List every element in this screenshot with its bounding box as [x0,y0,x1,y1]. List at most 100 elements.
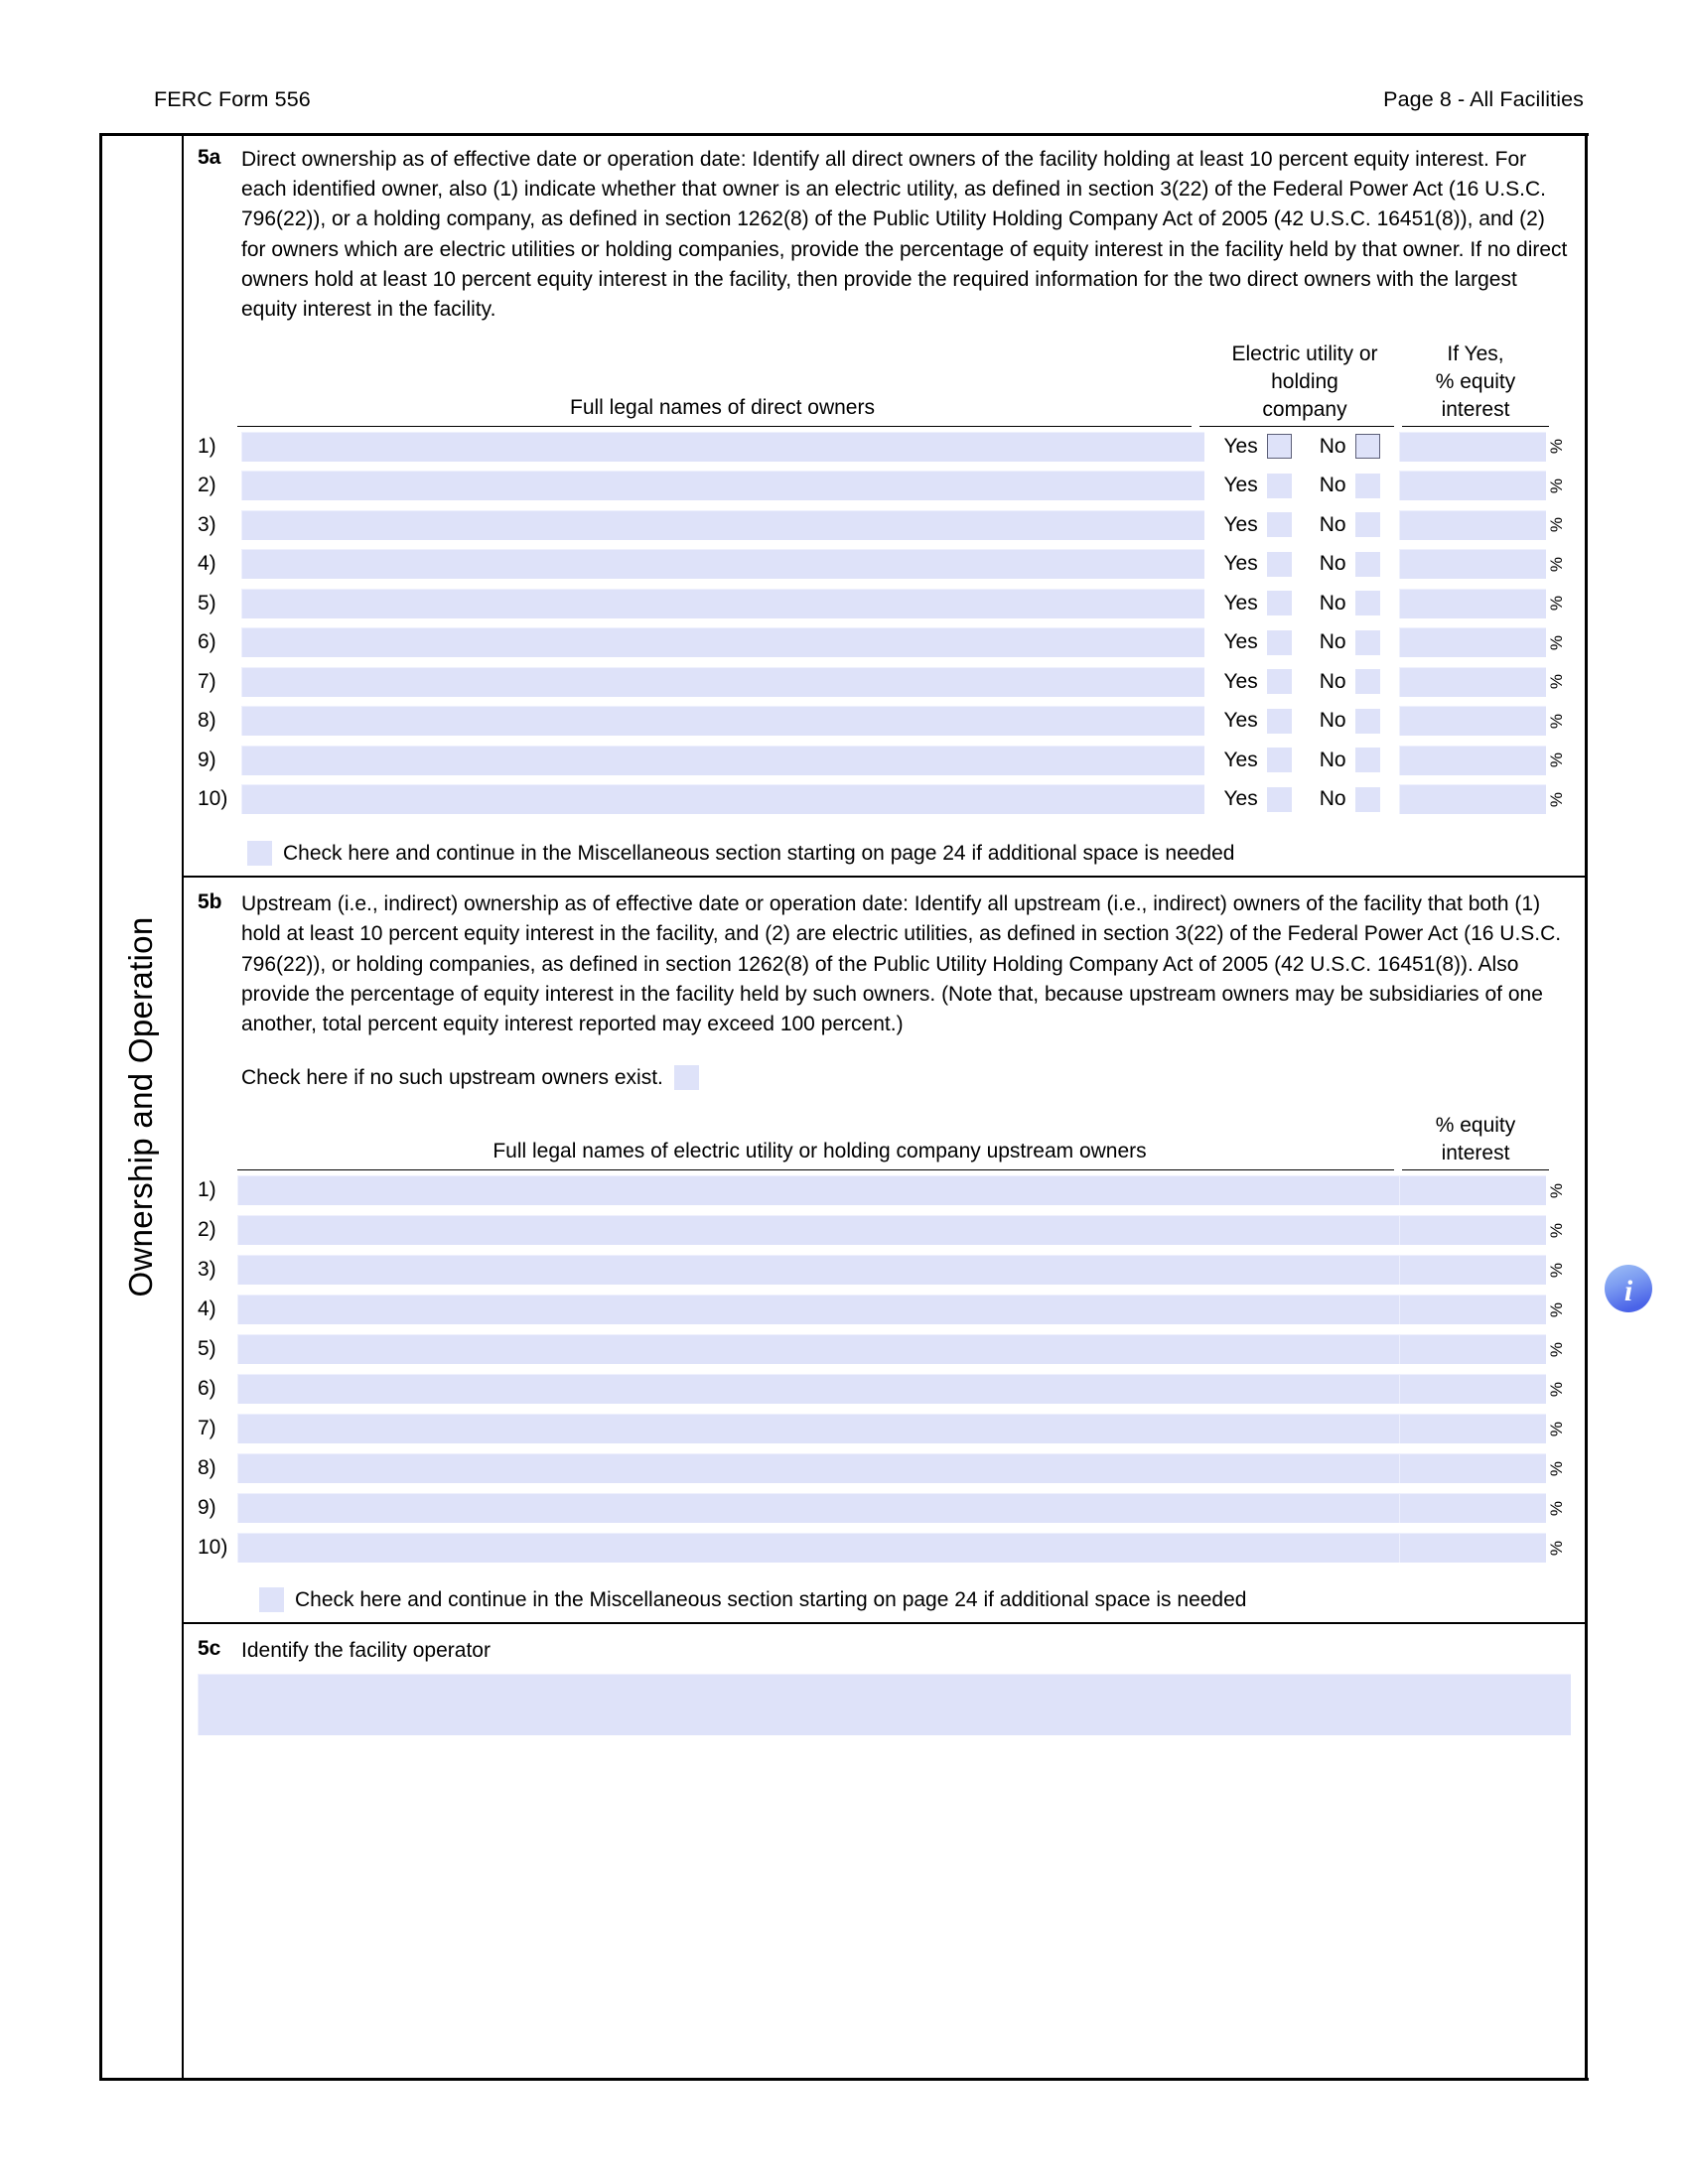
percent-symbol: % [1547,1381,1567,1397]
upstream-owner-name-input[interactable] [237,1215,1399,1246]
direct-owners-continue-checkbox[interactable] [247,841,272,867]
upstream-owner-name-input[interactable] [237,1374,1399,1405]
direct-owner-name-input[interactable] [241,509,1204,540]
direct-owner-row-number: 6) [198,630,216,654]
direct-owner-name-input[interactable] [241,666,1204,697]
percent-symbol: % [1547,1182,1567,1198]
direct-owner-no-checkbox[interactable] [1354,434,1380,460]
upstream-owner-equity-input[interactable] [1399,1175,1546,1206]
yes-label: Yes [1223,709,1258,733]
direct-owner-name-input[interactable] [241,706,1204,737]
question-5b-text: Upstream (i.e., indirect) ownership as o… [241,892,1562,1036]
upstream-owners-table: Full legal names of electric utility or … [198,1112,1571,1568]
direct-owner-no-checkbox[interactable] [1354,629,1380,655]
direct-owner-equity-input[interactable] [1399,509,1546,540]
direct-owner-yes-checkbox[interactable] [1266,551,1292,577]
yes-label: Yes [1223,748,1258,771]
direct-owner-no-checkbox[interactable] [1354,551,1380,577]
upstream-owner-name-input[interactable] [237,1295,1399,1325]
direct-owner-equity-input[interactable] [1399,588,1546,618]
percent-symbol: % [1547,674,1567,690]
direct-owner-equity-input[interactable] [1399,627,1546,658]
upstream-owner-equity-input[interactable] [1399,1414,1546,1444]
upstream-owner-equity-input[interactable] [1399,1453,1546,1484]
direct-owner-name-input[interactable] [241,588,1204,618]
upstream-owner-row: 8)% [198,1448,1571,1488]
upstream-owners-continue-checkbox[interactable] [259,1587,284,1613]
facility-operator-input[interactable] [198,1674,1571,1736]
info-icon[interactable]: i [1601,1261,1656,1316]
direct-owner-equity-input[interactable] [1399,706,1546,737]
direct-owner-name-input[interactable] [241,627,1204,658]
direct-owner-yes-checkbox[interactable] [1266,434,1292,460]
upstream-owner-equity-input[interactable] [1399,1295,1546,1325]
percent-symbol: % [1547,1421,1567,1436]
percent-symbol: % [1547,1540,1567,1556]
no-label: No [1319,512,1346,536]
upstream-owner-equity-input[interactable] [1399,1374,1546,1405]
upstream-owner-name-input[interactable] [237,1255,1399,1286]
form-title: FERC Form 556 [154,87,311,111]
no-upstream-owners-checkbox[interactable] [673,1065,699,1091]
direct-owner-name-input[interactable] [241,745,1204,775]
direct-owner-name-input[interactable] [241,549,1204,580]
direct-owner-name-input[interactable] [241,431,1204,462]
direct-owner-yes-checkbox[interactable] [1266,629,1292,655]
upstream-owner-equity-input[interactable] [1399,1493,1546,1524]
upstream-owner-name-input[interactable] [237,1175,1399,1206]
direct-owner-row-number: 7) [198,669,216,693]
direct-owner-equity-input[interactable] [1399,549,1546,580]
direct-owner-utility-toggle: Yes No [1204,748,1399,773]
direct-owner-no-checkbox[interactable] [1354,512,1380,538]
direct-owner-utility-toggle: Yes No [1204,512,1399,538]
direct-owner-no-checkbox[interactable] [1354,591,1380,616]
direct-owner-equity-input[interactable] [1399,745,1546,775]
direct-owner-equity-input[interactable] [1399,431,1546,462]
upstream-owner-row: 7)% [198,1409,1571,1448]
no-label: No [1319,474,1346,497]
percent-symbol: % [1547,1301,1567,1317]
question-5c: 5c Identify the facility operator [184,1622,1585,1749]
upstream-owner-name-input[interactable] [237,1414,1399,1444]
form-frame-right-rule [1585,133,1588,2081]
upstream-owner-equity-input[interactable] [1399,1255,1546,1286]
percent-symbol: % [1547,1460,1567,1476]
upstream-owner-name-input[interactable] [237,1493,1399,1524]
direct-owner-yes-checkbox[interactable] [1266,473,1292,498]
direct-owner-row-number: 3) [198,512,216,536]
no-upstream-owners-row[interactable]: Check here if no such upstream owners ex… [198,1065,1571,1091]
direct-owner-name-input[interactable] [241,471,1204,501]
direct-owner-yes-checkbox[interactable] [1266,591,1292,616]
upstream-owner-name-input[interactable] [237,1453,1399,1484]
percent-symbol: % [1547,439,1567,455]
direct-owner-yes-checkbox[interactable] [1266,786,1292,812]
upstream-owner-row: 2)% [198,1210,1571,1250]
upstream-owner-equity-input[interactable] [1399,1533,1546,1564]
upstream-owner-name-input[interactable] [237,1533,1399,1564]
percent-symbol: % [1547,791,1567,808]
direct-owner-name-input[interactable] [241,784,1204,815]
direct-owner-equity-input[interactable] [1399,471,1546,501]
direct-owner-utility-toggle: Yes No [1204,434,1399,460]
direct-owner-no-checkbox[interactable] [1354,786,1380,812]
direct-owner-no-checkbox[interactable] [1354,473,1380,498]
upstream-owner-row: 1)% [198,1170,1571,1210]
col-header-equity-interest: If Yes, % equity interest [1435,342,1516,422]
direct-owner-yes-checkbox[interactable] [1266,748,1292,773]
upstream-owners-continue-row[interactable]: Check here and continue in the Miscellan… [198,1587,1571,1613]
page-label: Page 8 - All Facilities [1383,87,1584,111]
direct-owner-no-checkbox[interactable] [1354,669,1380,695]
direct-owner-equity-input[interactable] [1399,784,1546,815]
upstream-owner-name-input[interactable] [237,1334,1399,1365]
upstream-owner-equity-input[interactable] [1399,1215,1546,1246]
yes-label: Yes [1223,474,1258,497]
direct-owner-yes-checkbox[interactable] [1266,512,1292,538]
upstream-owner-equity-input[interactable] [1399,1334,1546,1365]
direct-owner-no-checkbox[interactable] [1354,708,1380,734]
direct-owner-no-checkbox[interactable] [1354,748,1380,773]
direct-owner-yes-checkbox[interactable] [1266,708,1292,734]
direct-owners-continue-row[interactable]: Check here and continue in the Miscellan… [198,841,1571,867]
question-5a: 5a Direct ownership as of effective date… [184,133,1585,876]
direct-owner-equity-input[interactable] [1399,666,1546,697]
direct-owner-yes-checkbox[interactable] [1266,669,1292,695]
